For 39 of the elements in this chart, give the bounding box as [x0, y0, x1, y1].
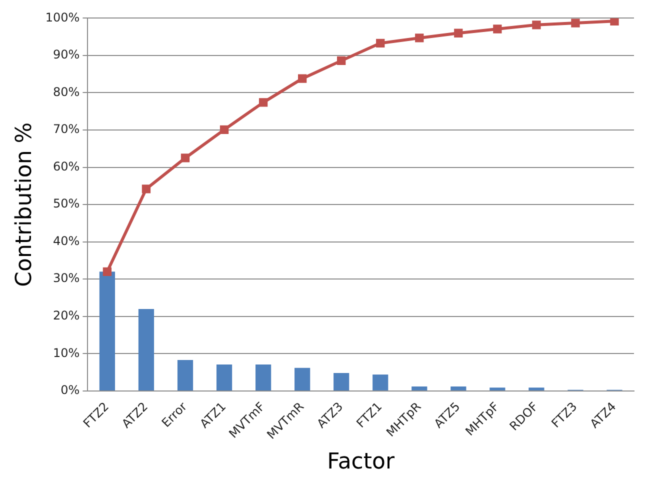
bar	[372, 374, 388, 390]
point	[142, 184, 151, 194]
y-tick-label: 60%	[53, 159, 80, 174]
point	[376, 38, 385, 48]
bar	[177, 360, 194, 390]
x-axis-title: Factor	[327, 450, 396, 475]
bar	[412, 386, 428, 390]
y-tick-label: 70%	[53, 122, 80, 136]
bar	[255, 364, 272, 390]
bar	[138, 308, 154, 390]
bar	[528, 388, 544, 390]
y-tick-label: 80%	[53, 84, 80, 99]
y-tick-label: 20%	[53, 308, 80, 323]
point	[180, 154, 190, 162]
y-tick-label: 100%	[45, 10, 80, 24]
y-tick-label: 10%	[53, 346, 80, 360]
point	[493, 24, 502, 34]
point	[415, 34, 424, 42]
bar	[334, 373, 350, 390]
bar	[450, 386, 466, 390]
point	[298, 74, 307, 83]
y-tick-label: 50%	[53, 196, 80, 211]
bar	[99, 272, 116, 390]
y-tick-label: 0%	[60, 383, 80, 398]
y-tick-label: 30%	[53, 271, 80, 286]
point	[220, 125, 229, 134]
point	[610, 18, 619, 26]
bar	[216, 364, 232, 390]
bar	[490, 388, 506, 390]
point	[102, 267, 112, 276]
y-tick-label: 90%	[53, 48, 80, 62]
point	[337, 56, 346, 66]
point	[571, 18, 580, 28]
y-tick-label: 40%	[53, 234, 80, 248]
point	[454, 28, 463, 38]
y-axis-title: Contribution %	[12, 122, 37, 287]
point	[532, 20, 541, 30]
bar	[294, 368, 310, 390]
point	[258, 98, 268, 107]
